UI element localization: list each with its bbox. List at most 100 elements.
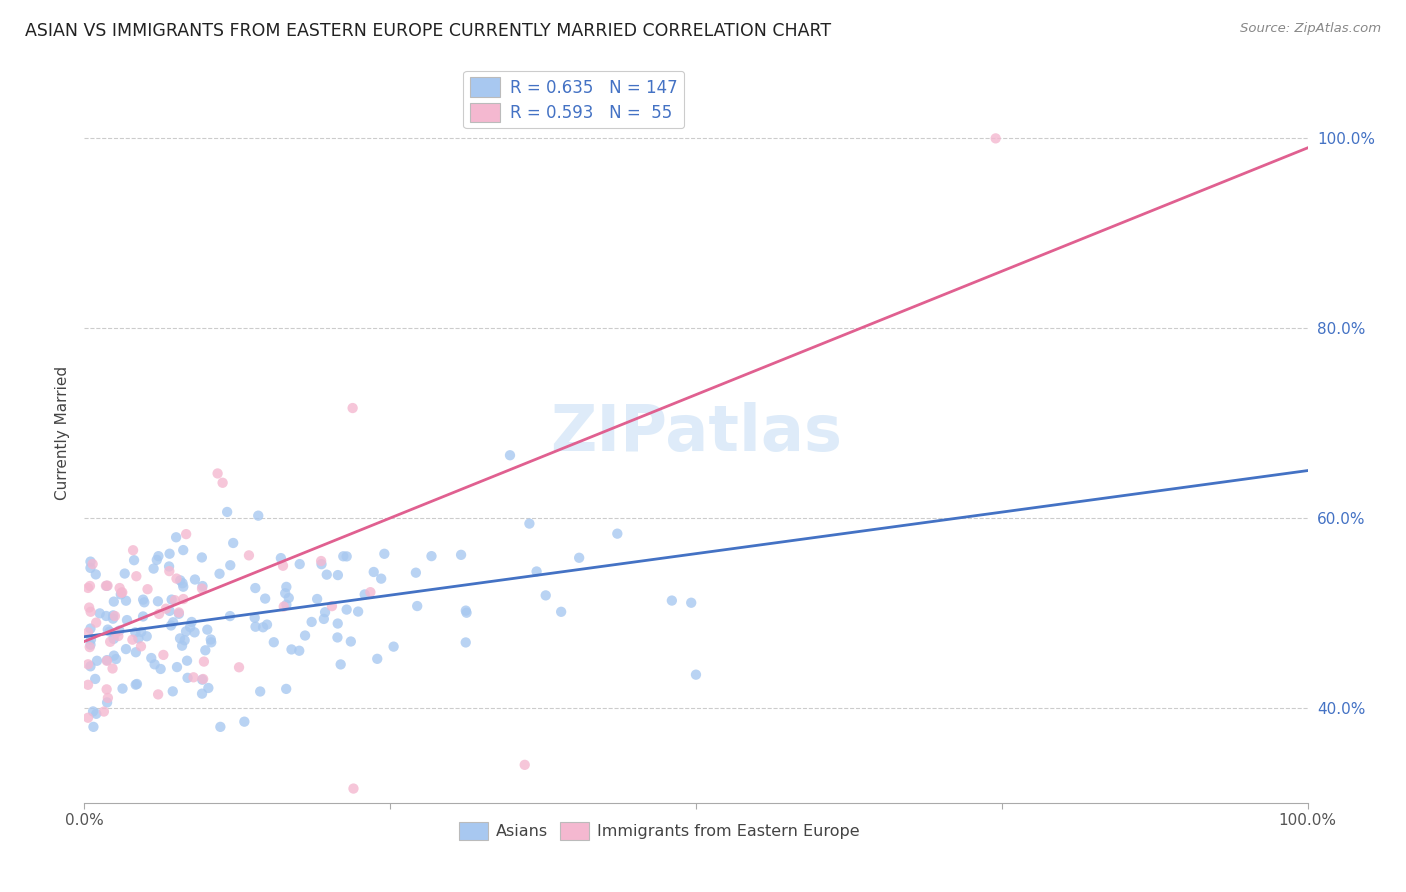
Point <box>193 655 215 669</box>
Point <box>103 648 125 663</box>
Point <box>96 653 118 667</box>
Point <box>79 622 101 636</box>
Point <box>382 640 405 654</box>
Point <box>79 640 101 654</box>
Point <box>373 547 395 561</box>
Point <box>263 635 285 649</box>
Point <box>82 705 104 719</box>
Point <box>96 579 118 593</box>
Point <box>247 508 270 523</box>
Point <box>77 711 100 725</box>
Point <box>183 670 205 684</box>
Point <box>125 645 148 659</box>
Point <box>685 667 707 681</box>
Point <box>105 652 128 666</box>
Point <box>172 543 194 558</box>
Point <box>176 671 198 685</box>
Point <box>172 576 194 591</box>
Point <box>122 543 145 558</box>
Point <box>288 644 311 658</box>
Point <box>191 582 214 596</box>
Point <box>135 629 157 643</box>
Point <box>288 557 311 571</box>
Point <box>108 624 131 638</box>
Point <box>200 632 222 647</box>
Point <box>173 633 195 648</box>
Point <box>167 606 190 620</box>
Point <box>200 635 222 649</box>
Point <box>519 516 541 531</box>
Point <box>104 626 127 640</box>
Point <box>277 591 299 605</box>
Point <box>172 592 194 607</box>
Point <box>254 591 277 606</box>
Point <box>124 625 146 640</box>
Point <box>280 642 302 657</box>
Point <box>79 561 101 575</box>
Point <box>172 639 194 653</box>
Point <box>114 566 136 581</box>
Point <box>136 582 159 597</box>
Point <box>209 720 232 734</box>
Point <box>155 601 177 615</box>
Point <box>84 615 107 630</box>
Point <box>363 565 385 579</box>
Point <box>274 586 297 600</box>
Point <box>77 600 100 615</box>
Point <box>125 569 148 583</box>
Point <box>134 595 156 609</box>
Point <box>207 467 229 481</box>
Point <box>127 632 149 646</box>
Point <box>276 580 298 594</box>
Point <box>129 640 152 654</box>
Point <box>98 634 121 648</box>
Point <box>79 579 101 593</box>
Point <box>307 592 329 607</box>
Point <box>270 551 292 566</box>
Point <box>111 681 134 696</box>
Y-axis label: Currently Married: Currently Married <box>55 366 70 500</box>
Point <box>84 706 107 721</box>
Point <box>197 681 219 695</box>
Point <box>984 131 1007 145</box>
Point <box>159 547 181 561</box>
Point <box>301 615 323 629</box>
Point <box>108 581 131 595</box>
Point <box>165 530 187 544</box>
Point <box>233 714 256 729</box>
Point <box>79 555 101 569</box>
Point <box>499 448 522 462</box>
Point <box>326 616 349 631</box>
Point <box>122 553 145 567</box>
Point <box>326 568 349 582</box>
Point <box>82 720 104 734</box>
Point <box>82 557 104 571</box>
Point <box>104 609 127 624</box>
Point <box>276 598 298 612</box>
Point <box>157 559 180 574</box>
Point <box>332 549 354 564</box>
Point <box>169 574 191 588</box>
Point <box>271 558 294 573</box>
Point <box>191 550 214 565</box>
Point <box>129 624 152 639</box>
Point <box>276 681 298 696</box>
Point <box>191 672 214 686</box>
Point <box>89 607 111 621</box>
Point <box>232 805 254 820</box>
Point <box>146 553 169 567</box>
Point <box>96 695 118 709</box>
Point <box>228 660 250 674</box>
Point <box>141 651 163 665</box>
Point <box>174 527 197 541</box>
Point <box>121 632 143 647</box>
Point <box>526 565 548 579</box>
Point <box>183 625 205 640</box>
Point <box>329 657 352 672</box>
Point <box>661 593 683 607</box>
Point <box>174 624 197 639</box>
Point <box>162 615 184 630</box>
Point <box>79 638 101 652</box>
Point <box>80 632 103 647</box>
Point <box>148 549 170 564</box>
